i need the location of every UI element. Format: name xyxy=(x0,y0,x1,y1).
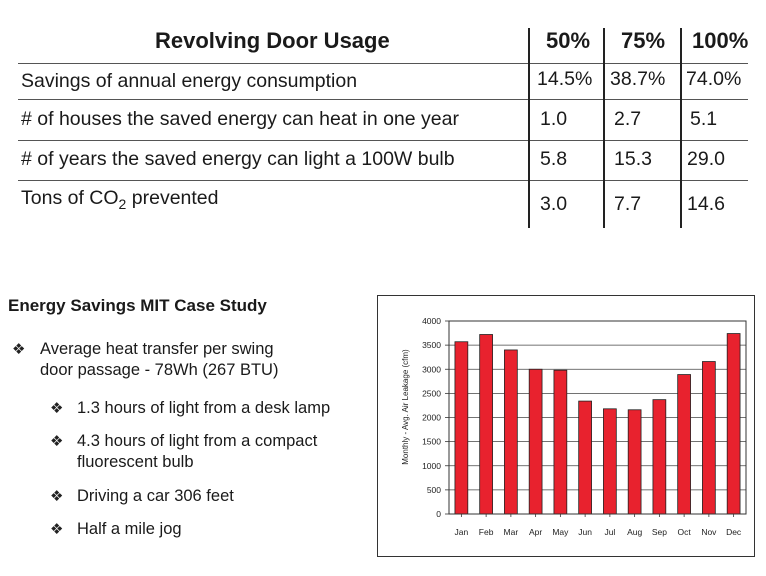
y-tick-label: 3500 xyxy=(422,340,441,350)
table-column-divider xyxy=(528,28,530,228)
four-diamond-icon: ❖ xyxy=(50,433,64,450)
table-cell: 15.3 xyxy=(614,148,652,170)
four-diamond-icon: ❖ xyxy=(50,521,64,538)
x-tick-label: Oct xyxy=(678,527,692,537)
sub-bullet-text: Half a mile jog xyxy=(77,520,182,538)
table-header-label: Revolving Door Usage xyxy=(155,28,390,53)
y-tick-label: 1500 xyxy=(422,437,441,447)
bar-aug xyxy=(627,409,642,515)
y-tick-label: 3000 xyxy=(422,364,441,374)
table-row-label: Savings of annual energy consumption xyxy=(21,70,358,92)
table-row-label-text: Tons of CO xyxy=(21,187,119,209)
table-column-divider xyxy=(680,28,682,228)
bar-jan xyxy=(454,341,469,515)
table-cell: 5.8 xyxy=(540,148,568,170)
bullet-text: door passage - 78Wh (267 BTU) xyxy=(40,361,279,379)
table-header-col-75: 75% xyxy=(621,28,666,53)
table-column-divider xyxy=(603,28,605,228)
sub-bullet-text: 1.3 hours of light from a desk lamp xyxy=(77,399,331,417)
table-row-label: # of years the saved energy can light a … xyxy=(21,148,455,170)
y-tick-label: 1000 xyxy=(422,461,441,471)
y-tick-label: 500 xyxy=(427,485,441,495)
bar-jun xyxy=(578,400,592,515)
four-diamond-icon: ❖ xyxy=(50,400,64,417)
table-cell: 1.0 xyxy=(540,108,568,130)
bar-oct xyxy=(677,374,691,515)
bullet-text: Average heat transfer per swing xyxy=(40,340,274,358)
table-divider xyxy=(18,140,748,141)
bar-dec xyxy=(726,333,741,515)
x-tick-label: Aug xyxy=(627,527,642,537)
table-divider xyxy=(18,63,748,64)
bar-may xyxy=(553,369,568,515)
sub-bullet-item: ❖ Driving a car 306 feet xyxy=(50,486,370,507)
y-axis-label: Monthly - Avg. Air Leakage (cfm) xyxy=(401,349,410,465)
bar-jul xyxy=(603,408,617,515)
sub-bullet-text: Driving a car 306 feet xyxy=(77,487,234,505)
table-header-col-100: 100% xyxy=(692,28,749,53)
chart-svg: 0 500 1000 1500 2000 2500 3000 3500 4000 Jan Feb Ma… xyxy=(401,316,747,537)
bar-apr xyxy=(528,368,543,515)
table-cell: 74.0% xyxy=(686,68,742,90)
table-cell: 3.0 xyxy=(540,193,568,215)
sub-bullet-item: ❖ 1.3 hours of light from a desk lamp xyxy=(50,398,370,419)
table-divider xyxy=(18,99,748,100)
bar-mar xyxy=(504,349,518,515)
sub-bullet-item: ❖ 4.3 hours of light from a compact fluo… xyxy=(50,431,370,473)
x-tick-label: Nov xyxy=(701,527,717,537)
table-cell: 14.6 xyxy=(687,193,725,215)
bar-feb xyxy=(479,334,493,515)
table-cell: 29.0 xyxy=(687,148,725,170)
table-header-col-50: 50% xyxy=(546,28,591,53)
four-diamond-icon: ❖ xyxy=(50,488,64,505)
x-tick-label: Jan xyxy=(455,527,469,537)
x-tick-label: Dec xyxy=(726,527,742,537)
table-row-label: # of houses the saved energy can heat in… xyxy=(21,108,459,130)
y-tick-label: 2000 xyxy=(422,413,441,423)
air-leakage-chart: 0 500 1000 1500 2000 2500 3000 3500 4000 Jan Feb Ma… xyxy=(377,295,755,557)
table-row-label: Tons of CO2 prevented xyxy=(21,187,219,212)
bar-sep xyxy=(652,399,667,515)
x-tick-label: Mar xyxy=(504,527,519,537)
case-study-title: Energy Savings MIT Case Study xyxy=(8,296,267,315)
four-diamond-icon: ❖ xyxy=(12,341,26,358)
sub-bullet-text: 4.3 hours of light from a compact xyxy=(77,432,318,450)
table-cell: 14.5% xyxy=(537,68,593,90)
y-tick-label: 4000 xyxy=(422,316,441,326)
y-tick-label: 0 xyxy=(436,509,441,519)
plot-frame xyxy=(448,320,747,515)
table-row-label-subscript: 2 xyxy=(118,195,127,212)
x-tick-label: May xyxy=(552,527,569,537)
sub-bullet-item: ❖ Half a mile jog xyxy=(50,519,370,540)
table-divider xyxy=(18,180,748,181)
x-tick-label: Sep xyxy=(652,527,667,537)
table-cell: 7.7 xyxy=(614,193,642,215)
x-tick-label: Jun xyxy=(578,527,592,537)
table-row-label-tail: prevented xyxy=(126,187,219,209)
table-cell: 2.7 xyxy=(614,108,642,130)
table-cell: 38.7% xyxy=(610,68,666,90)
x-tick-label: Feb xyxy=(479,527,494,537)
sub-bullet-text: fluorescent bulb xyxy=(77,453,194,471)
y-tick-label: 2500 xyxy=(422,388,441,398)
x-tick-label: Apr xyxy=(529,527,542,537)
bar-nov xyxy=(702,361,716,515)
table-cell: 5.1 xyxy=(690,108,718,130)
x-tick-label: Jul xyxy=(604,527,615,537)
bullet-item: ❖ Average heat transfer per swing door p… xyxy=(12,339,352,381)
